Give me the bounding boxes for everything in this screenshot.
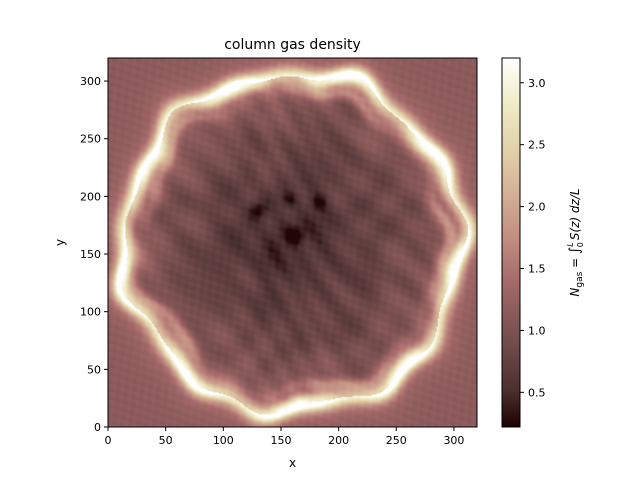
y-tick-label: 300 [80, 75, 101, 88]
colorbar-tick-label: 0.5 [528, 386, 546, 399]
y-tick-label: 0 [94, 421, 101, 434]
x-tick-label: 250 [386, 434, 407, 447]
y-tick-label: 250 [80, 133, 101, 146]
y-tick-label: 100 [80, 306, 101, 319]
x-tick-label: 150 [270, 434, 291, 447]
y-axis-label: y [53, 239, 67, 246]
x-axis: 0 50 100 150 200 250 300 [105, 427, 464, 447]
colorbar-tick-label: 1.0 [528, 324, 546, 337]
plot-frame [107, 57, 478, 428]
x-axis-label: x [289, 456, 296, 470]
x-tick-label: 200 [328, 434, 349, 447]
colorbar-tick-label: 3.0 [528, 77, 546, 90]
density-heatmap [108, 58, 477, 427]
colorbar-axis: 0.5 1.0 1.5 2.0 2.5 3.0 [520, 77, 546, 399]
y-tick-label: 200 [80, 190, 101, 203]
chart-title: column gas density [224, 37, 361, 53]
y-tick-label: 50 [87, 363, 101, 376]
colorbar [501, 57, 521, 428]
colorbar-tick-label: 2.0 [528, 201, 546, 214]
x-tick-label: 50 [159, 434, 173, 447]
colorbar-label: Ngas = ∫L0S(z) dz/L [566, 188, 585, 296]
colorbar-tick-label: 2.5 [528, 139, 546, 152]
y-tick-label: 150 [80, 248, 101, 261]
x-tick-label: 300 [443, 434, 464, 447]
x-tick-label: 100 [213, 434, 234, 447]
y-axis: 0 50 100 150 200 250 300 [80, 75, 108, 434]
x-tick-label: 0 [105, 434, 112, 447]
colorbar-tick-label: 1.5 [528, 263, 546, 276]
